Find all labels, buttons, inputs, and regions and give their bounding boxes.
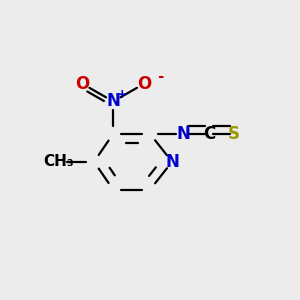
- Text: N: N: [165, 153, 179, 171]
- Text: CH₃: CH₃: [44, 154, 74, 169]
- Text: +: +: [117, 88, 127, 100]
- Text: N: N: [177, 125, 191, 143]
- Text: C: C: [203, 125, 215, 143]
- Text: -: -: [157, 69, 164, 84]
- Text: O: O: [75, 75, 89, 93]
- Text: S: S: [228, 125, 240, 143]
- Text: N: N: [106, 92, 120, 110]
- Text: O: O: [137, 75, 151, 93]
